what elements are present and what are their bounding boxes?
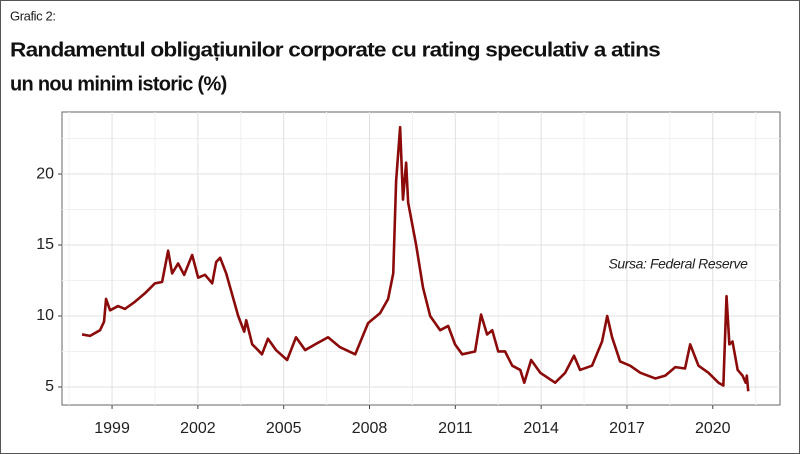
- chart-title: Randamentul obligațiunilor corporate cu …: [10, 39, 661, 61]
- x-tick-label: 1999: [94, 420, 130, 437]
- kicker: Grafic 2:: [10, 8, 56, 23]
- annotation: Sursa: Federal Reserve: [608, 256, 748, 272]
- x-tick-label: 2014: [523, 420, 559, 437]
- x-tick-label: 2017: [609, 420, 645, 437]
- y-tick-label: 10: [36, 307, 54, 324]
- y-tick-label: 20: [36, 165, 54, 182]
- x-tick-label: 2005: [266, 420, 302, 437]
- y-tick-label: 15: [36, 236, 54, 253]
- chart-title: un nou minim istoric (%): [10, 73, 227, 95]
- x-tick-label: 2011: [438, 420, 473, 437]
- x-tick-label: 2002: [180, 420, 216, 437]
- line-series: [81, 125, 750, 392]
- plot-area: [61, 111, 781, 406]
- y-tick-label: 5: [45, 378, 54, 395]
- x-tick-label: 2020: [695, 420, 731, 437]
- x-tick-label: 2008: [352, 420, 388, 437]
